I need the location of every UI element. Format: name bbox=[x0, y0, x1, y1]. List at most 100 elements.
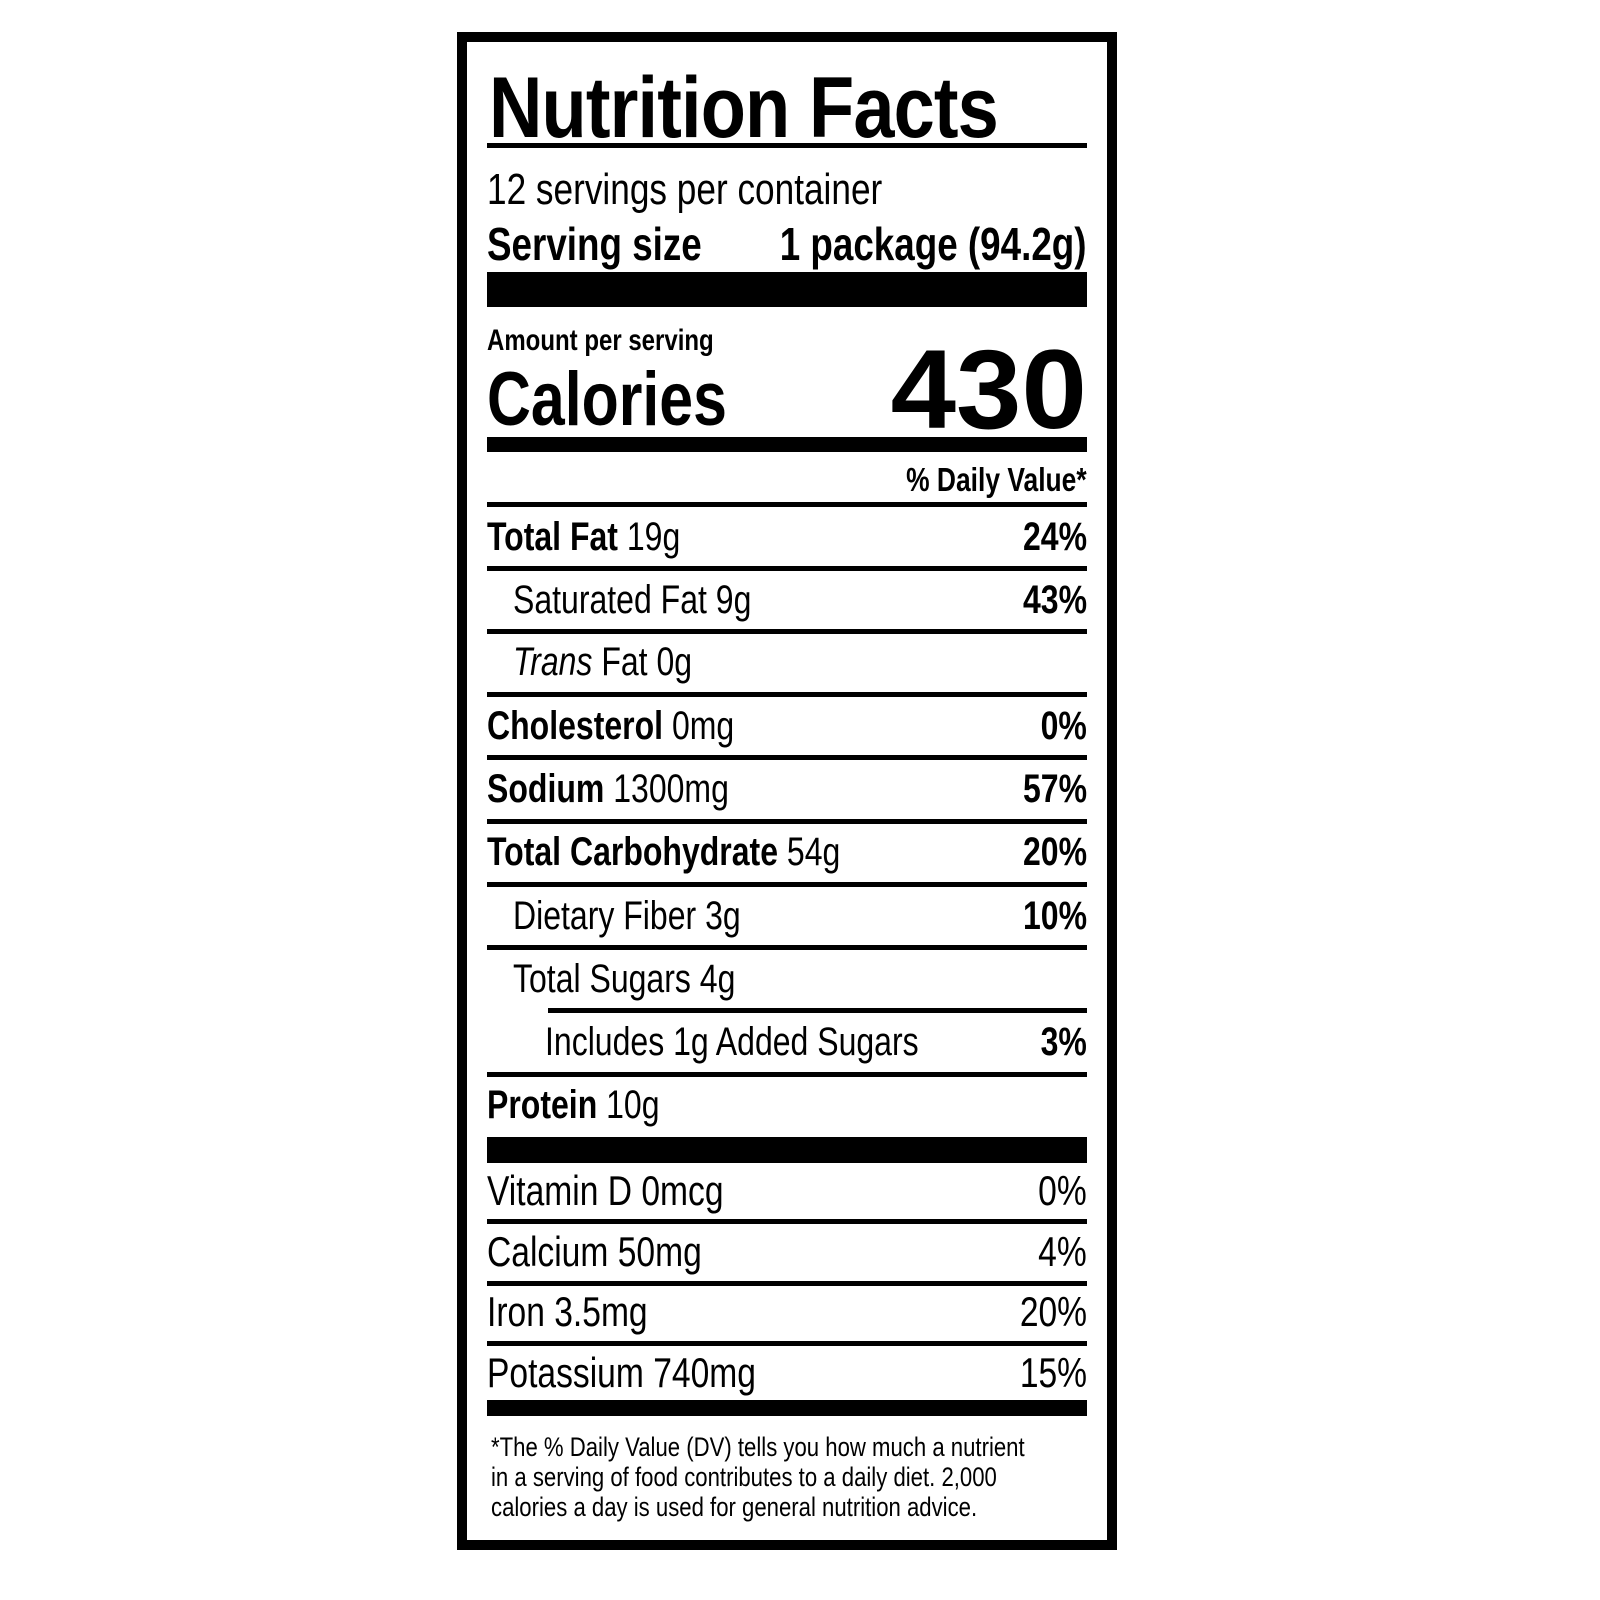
nutrient-row: Total Carbohydrate 54g 20% bbox=[487, 827, 1087, 877]
nutrient-text: Protein 10g bbox=[487, 1080, 660, 1130]
nutrient-amount: 0mg bbox=[671, 704, 735, 748]
divider bbox=[487, 882, 1087, 887]
nutrient-daily-value: 20% bbox=[1007, 827, 1087, 877]
nutrient-row: Dietary Fiber 3g 10% bbox=[487, 891, 1087, 941]
divider bbox=[548, 1008, 1087, 1013]
serving-size-label: Serving size bbox=[487, 218, 755, 270]
nutrient-label: Sodium 1300mg bbox=[487, 764, 789, 814]
divider bbox=[487, 629, 1087, 634]
nutrient-amount: 1300mg bbox=[613, 767, 729, 811]
amount-per-serving-text: Amount per serving bbox=[487, 324, 714, 357]
serving-size-value-text: 1 package (94.2g) bbox=[780, 218, 1087, 270]
divider bbox=[487, 1281, 1087, 1286]
micronutrient-name: Potassium bbox=[487, 1349, 644, 1396]
divider bbox=[487, 945, 1087, 950]
nutrient-text: Saturated Fat 9g bbox=[513, 575, 751, 625]
nutrient-text: Includes 1g Added Sugars bbox=[545, 1017, 919, 1067]
calories-label: Calories bbox=[487, 360, 787, 440]
daily-value-text: 0% bbox=[1040, 704, 1087, 748]
calories-value-text: 430 bbox=[890, 327, 1087, 452]
daily-value-text: 20% bbox=[1019, 1288, 1087, 1335]
nutrient-label: Dietary Fiber 3g bbox=[513, 891, 798, 941]
nutrient-text: Total Fat 19g bbox=[487, 512, 680, 562]
nutrient-amount: 0g bbox=[656, 640, 693, 684]
nutrient-name: Dietary Fiber bbox=[513, 894, 697, 938]
micronutrient-label: Potassium 740mg bbox=[487, 1348, 823, 1398]
micronutrient-row: Iron 3.5mg 20% bbox=[487, 1287, 1087, 1337]
divider bbox=[487, 1072, 1087, 1077]
daily-value-text: 24% bbox=[1022, 515, 1087, 559]
daily-value-text: 4% bbox=[1038, 1228, 1087, 1275]
nutrient-name: Total Carbohydrate bbox=[487, 830, 778, 874]
nutrient-name: Total Fat bbox=[487, 515, 618, 559]
divider bbox=[487, 1219, 1087, 1224]
nutrient-label: Saturated Fat 9g bbox=[513, 575, 811, 625]
micronutrient-text: Iron 3.5mg bbox=[487, 1287, 648, 1337]
micronutrient-amount: 0mcg bbox=[641, 1167, 724, 1214]
divider bbox=[487, 502, 1087, 507]
nutrient-daily-value: 43% bbox=[1007, 575, 1087, 625]
nutrient-label: Total Sugars 4g bbox=[513, 954, 791, 1004]
nutrient-daily-value: 10% bbox=[1007, 891, 1087, 941]
nutrient-label: Protein 10g bbox=[487, 1080, 703, 1130]
nutrient-name: Total Sugars bbox=[513, 957, 691, 1001]
nutrient-name: Fat bbox=[592, 640, 648, 684]
divider bbox=[487, 692, 1087, 697]
nutrient-row: Sodium 1300mg 57% bbox=[487, 764, 1087, 814]
title-text: Nutrition Facts bbox=[489, 60, 999, 156]
micronutrient-text: Calcium 50mg bbox=[487, 1227, 702, 1277]
nutrient-row: Protein 10g bbox=[487, 1080, 1087, 1130]
daily-value-text: 15% bbox=[1019, 1349, 1087, 1396]
micronutrient-text: Vitamin D 0mcg bbox=[487, 1166, 724, 1216]
daily-value-text: 10% bbox=[1022, 894, 1087, 938]
divider bbox=[487, 1341, 1087, 1346]
nutrient-amount: 10g bbox=[606, 1083, 660, 1127]
daily-value-text: 20% bbox=[1022, 830, 1087, 874]
serving-size-label-text: Serving size bbox=[487, 218, 702, 270]
amount-per-serving: Amount per serving bbox=[487, 324, 770, 358]
divider bbox=[487, 755, 1087, 760]
micronutrient-amount: 740mg bbox=[653, 1349, 756, 1396]
micronutrient-daily-value: 20% bbox=[1003, 1287, 1087, 1337]
micronutrient-label: Iron 3.5mg bbox=[487, 1287, 688, 1337]
micronutrient-label: Vitamin D 0mcg bbox=[487, 1166, 783, 1216]
micronutrient-label: Calcium 50mg bbox=[487, 1227, 755, 1277]
micronutrient-name: Iron bbox=[487, 1288, 545, 1335]
micronutrient-amount: 50mg bbox=[617, 1228, 702, 1275]
nutrient-text: Sodium 1300mg bbox=[487, 764, 729, 814]
nutrient-daily-value: 57% bbox=[1007, 764, 1087, 814]
nutrient-label: Cholesterol 0mg bbox=[487, 701, 796, 751]
label-title: Nutrition Facts bbox=[489, 58, 1081, 158]
micronutrient-amount: 3.5mg bbox=[554, 1288, 648, 1335]
micronutrient-daily-value: 4% bbox=[1026, 1227, 1087, 1277]
daily-value-header-text: % Daily Value* bbox=[906, 461, 1088, 498]
micronutrient-row: Calcium 50mg 4% bbox=[487, 1227, 1087, 1277]
micronutrient-name: Calcium bbox=[487, 1228, 609, 1275]
thick-divider bbox=[487, 272, 1087, 307]
daily-value-text: 57% bbox=[1022, 767, 1087, 811]
daily-value-text: 3% bbox=[1040, 1020, 1087, 1064]
divider bbox=[487, 819, 1087, 824]
micronutrient-row: Potassium 740mg 15% bbox=[487, 1348, 1087, 1398]
micronutrient-daily-value: 15% bbox=[1003, 1348, 1087, 1398]
nutrient-label: Total Fat 19g bbox=[487, 512, 729, 562]
nutrient-label: Includes 1g Added Sugars bbox=[545, 1017, 1012, 1067]
divider bbox=[487, 143, 1087, 148]
nutrient-name: Sodium bbox=[487, 767, 605, 811]
nutrient-name: Cholesterol bbox=[487, 704, 664, 748]
micronutrient-name: Vitamin D bbox=[487, 1167, 633, 1214]
thick-divider bbox=[487, 1400, 1087, 1416]
nutrient-text: Trans Fat 0g bbox=[513, 637, 692, 687]
nutrient-daily-value: 0% bbox=[1029, 701, 1087, 751]
medium-divider bbox=[487, 437, 1087, 452]
servings-per-container: 12 servings per container bbox=[487, 164, 981, 216]
nutrient-row: Trans Fat 0g bbox=[487, 637, 1087, 687]
calories-value: 430 bbox=[891, 334, 1087, 446]
divider bbox=[487, 566, 1087, 571]
footnote: *The % Daily Value (DV) tells you how mu… bbox=[491, 1432, 1142, 1522]
nutrient-amount: 9g bbox=[715, 578, 752, 622]
daily-value-text: 43% bbox=[1022, 578, 1087, 622]
nutrient-daily-value: 3% bbox=[1029, 1017, 1087, 1067]
nutrient-row: Cholesterol 0mg 0% bbox=[487, 701, 1087, 751]
nutrient-name: Protein bbox=[487, 1083, 598, 1127]
